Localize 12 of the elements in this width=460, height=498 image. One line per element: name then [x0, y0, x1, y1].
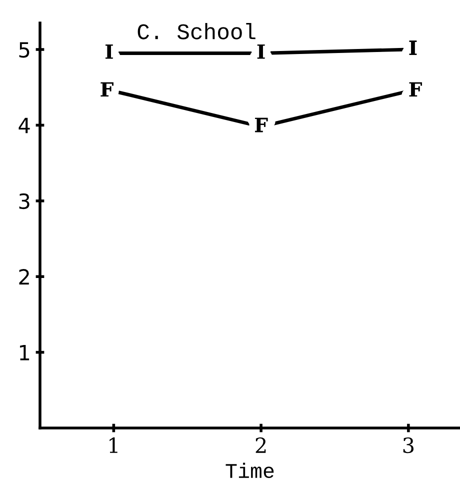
y-tick-label: 1	[20, 345, 30, 360]
y-tick-label: 5	[19, 42, 30, 58]
x-tick-label: 1	[110, 437, 118, 453]
y-tick-label: 4	[18, 118, 30, 134]
text: F	[100, 82, 114, 96]
text: I	[106, 44, 113, 59]
x-tick-label: 2	[256, 437, 266, 453]
chart-title: C. School	[138, 23, 256, 40]
y-tick-label: 3	[19, 193, 30, 210]
y-tick-label: 2	[19, 269, 29, 285]
x-tick-label: 3	[403, 437, 414, 454]
x-axis-title: Time	[226, 462, 274, 478]
